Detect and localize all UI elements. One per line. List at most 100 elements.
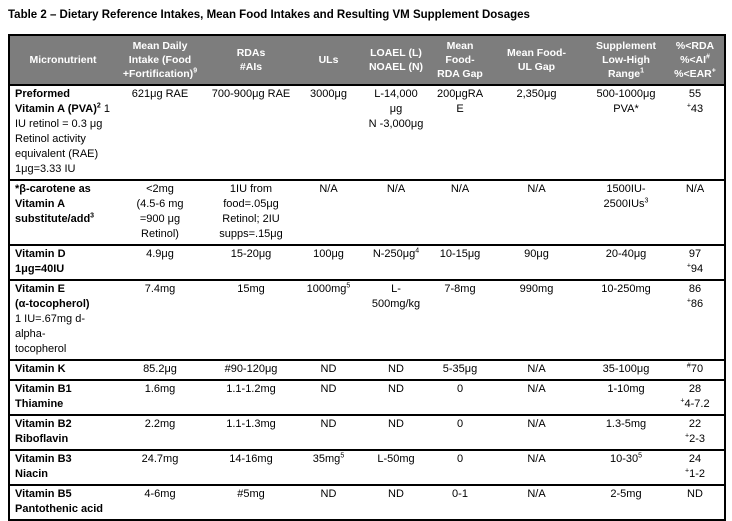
table-row-vitamin-k: Vitamin K 85.2μg #90-120μg ND ND 5-35μg N/A 35-… [9,359,725,381]
value-cell: 24.7mg [116,449,204,486]
table-row-vitamin-d: Vitamin D 1μg=40IU 4.9μg 15-20μg 100μg N-250μ… [9,244,725,281]
value-cell: 1000mg5 [298,279,359,361]
value-cell: ND [298,414,359,451]
table-row-vitamin-e: Vitamin E (α-tocopherol) 1 IU=.67mg d-alph… [9,279,725,361]
value-cell: 990mg [487,279,586,361]
table-body: Preformed Vitamin A (PVA)2 1 IU retinol = … [9,84,725,521]
value-cell: 2,350μg [487,84,586,181]
value-cell: 97 +94 [666,244,725,281]
value-cell: N/A [487,414,586,451]
value-cell: 2.2mg [116,414,204,451]
value-cell: 3000μg [298,84,359,181]
column-header-mean-food-ul-gap: Mean Food- UL Gap [487,35,586,86]
value-cell: 10-250mg [586,279,666,361]
value-cell: L- 500mg/kg [359,279,433,361]
value-cell: N/A [359,179,433,246]
value-cell: 4-6mg [116,484,204,521]
value-cell: ND [359,484,433,521]
value-cell: #5mg [204,484,298,521]
value-cell: #90-120μg [204,359,298,381]
value-cell: 0 [433,379,487,416]
value-cell: ND [666,484,725,521]
column-header-uls: ULs [298,35,359,86]
value-cell: ND [298,484,359,521]
value-cell: 200μgRAE [433,84,487,181]
micronutrient-cell: Vitamin K [9,359,116,381]
value-cell: N/A [487,179,586,246]
micronutrient-cell: Vitamin E (α-tocopherol) 1 IU=.67mg d-alph… [9,279,116,361]
value-cell: 7-8mg [433,279,487,361]
column-header-supplement-range: Supplement Low-High Range1 [586,35,666,86]
value-cell: N/A [487,359,586,381]
table-row-vitamin-b3: Vitamin B3 Niacin 24.7mg 14-16mg 35mg5 L-50mg… [9,449,725,486]
table-header: Micronutrient Mean Daily Intake (Food +Fort… [9,35,725,86]
micronutrient-cell: Vitamin B5 Pantothenic acid [9,484,116,521]
header-row: Micronutrient Mean Daily Intake (Food +Fort… [9,35,725,86]
value-cell: ND [298,379,359,416]
value-cell: N/A [433,179,487,246]
value-cell: 500-1000μg PVA* [586,84,666,181]
column-header-loael-noael: LOAEL (L) NOAEL (N) [359,35,433,86]
value-cell: 5-35μg [433,359,487,381]
value-cell: 1.1-1.3mg [204,414,298,451]
value-cell: 1500IU- 2500IUs3 [586,179,666,246]
value-cell: 15-20μg [204,244,298,281]
table-row-vitamin-b5: Vitamin B5 Pantothenic acid 4-6mg #5mg ND ND 0… [9,484,725,521]
value-cell: N/A [666,179,725,246]
value-cell: 2-5mg [586,484,666,521]
column-header-mean-food-rda-gap: Mean Food- RDA Gap [433,35,487,86]
value-cell: 28 +4-7.2 [666,379,725,416]
value-cell: 10-15μg [433,244,487,281]
value-cell: 100μg [298,244,359,281]
value-cell: 20-40μg [586,244,666,281]
table-row-preformed-vitamin-a: Preformed Vitamin A (PVA)2 1 IU retinol = … [9,84,725,181]
value-cell: 0 [433,414,487,451]
table-title: Table 2 – Dietary Reference Intakes, Mea… [8,9,530,21]
value-cell: N-250μg4 [359,244,433,281]
value-cell: ND [298,359,359,381]
value-cell: N/A [487,449,586,486]
value-cell: 4.9μg [116,244,204,281]
value-cell: N/A [487,484,586,521]
micronutrient-cell: Vitamin D 1μg=40IU [9,244,116,281]
column-header-rdas-ais: RDAs #AIs [204,35,298,86]
value-cell: 0-1 [433,484,487,521]
value-cell: #70 [666,359,725,381]
value-cell: ND [359,359,433,381]
value-cell: ND [359,379,433,416]
value-cell: 86 +86 [666,279,725,361]
value-cell: ND [359,414,433,451]
value-cell: 1.1-1.2mg [204,379,298,416]
value-cell: 14-16mg [204,449,298,486]
column-header-micronutrient: Micronutrient [9,35,116,86]
value-cell: 1.3-5mg [586,414,666,451]
value-cell: 55 +43 [666,84,725,181]
column-header-mean-daily-intake: Mean Daily Intake (Food +Fortification)9 [116,35,204,86]
value-cell: 10-305 [586,449,666,486]
micronutrient-cell: Vitamin B1 Thiamine [9,379,116,416]
value-cell: 621μg RAE [116,84,204,181]
value-cell: 7.4mg [116,279,204,361]
column-header-pct-below: %<RDA %<AI# %<EAR+ [666,35,725,86]
value-cell: 1.6mg [116,379,204,416]
value-cell: L-50mg [359,449,433,486]
value-cell: 1-10mg [586,379,666,416]
table-row-vitamin-b1: Vitamin B1 Thiamine 1.6mg 1.1-1.2mg ND ND 0 N/A… [9,379,725,416]
value-cell: 35-100μg [586,359,666,381]
value-cell: N/A [487,379,586,416]
value-cell: 15mg [204,279,298,361]
micronutrient-cell: Preformed Vitamin A (PVA)2 1 IU retinol = … [9,84,116,181]
table-row-vitamin-b2: Vitamin B2 Riboflavin 2.2mg 1.1-1.3mg ND ND 0 N… [9,414,725,451]
value-cell: 22 +2-3 [666,414,725,451]
value-cell: N/A [298,179,359,246]
value-cell: 35mg5 [298,449,359,486]
value-cell: 0 [433,449,487,486]
value-cell: 1IU from food=.05μg Retinol; 2IU supps=.15μ… [204,179,298,246]
micronutrient-cell: Vitamin B2 Riboflavin [9,414,116,451]
value-cell: L-14,000 μg N -3,000μg [359,84,433,181]
micronutrient-cell: Vitamin B3 Niacin [9,449,116,486]
value-cell: 85.2μg [116,359,204,381]
